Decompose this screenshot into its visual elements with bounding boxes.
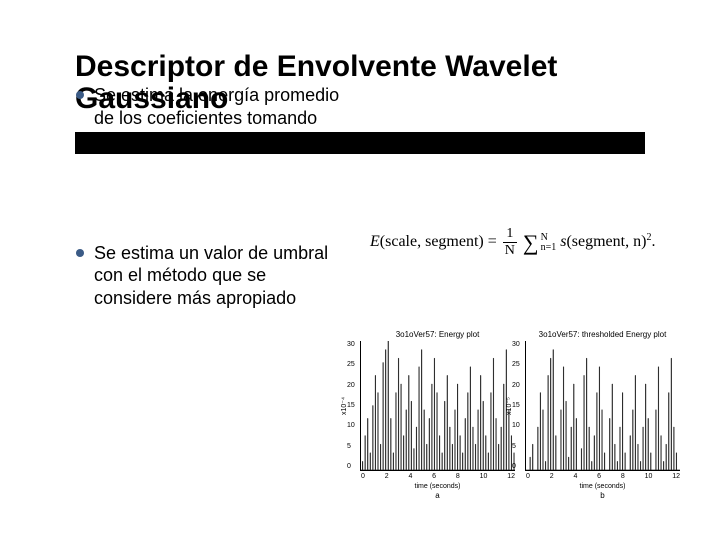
chart-right-plot: x10⁻⁵ 302520151050 024681012 — [525, 341, 680, 471]
chart-right-svg — [526, 341, 680, 470]
bullet-icon — [76, 249, 84, 257]
chart-left-plot: x10⁻⁴ 302520151050 024681012 — [360, 341, 515, 471]
slide-title-line1: Descriptor de Envolvente Wavelet — [75, 50, 660, 83]
formula-lhs-func: E — [370, 233, 380, 250]
chart-right-sublabel: b — [525, 491, 680, 500]
chart-left-yticks: 302520151050 — [347, 341, 355, 470]
chart-left-xlabel: time (seconds) — [360, 483, 515, 490]
sigma-icon: ∑ — [523, 230, 539, 256]
formula-rhs-args: (segment, n) — [566, 233, 646, 250]
formula-frac-num: 1 — [503, 226, 517, 243]
chart-left-sublabel: a — [360, 491, 515, 500]
chart-right-xlabel: time (seconds) — [525, 483, 680, 490]
bullet-icon — [76, 91, 84, 99]
formula-lhs-args: (scale, segment) — [380, 233, 484, 250]
chart-left-svg — [361, 341, 515, 470]
formula-tail: . — [651, 233, 655, 250]
chart-left-title: 3o1oVer57: Energy plot — [360, 330, 515, 339]
chart-right-xticks: 024681012 — [526, 473, 680, 480]
bullet-text-1: Se estima la energía promedio de los coe… — [94, 84, 344, 152]
slide: Descriptor de Envolvente Wavelet Gaussia… — [0, 0, 720, 540]
formula-frac-den: N — [503, 243, 517, 259]
chart-left: 3o1oVer57: Energy plot x10⁻⁴ 30252015105… — [360, 330, 515, 500]
formula-fraction: 1N — [503, 226, 517, 259]
list-item: Se estima la energía promedio de los coe… — [94, 84, 344, 152]
formula-sum-lower: n=1 — [541, 243, 557, 253]
energy-formula: E(scale, segment) = 1N ∑ Nn=1 s(segment,… — [370, 226, 660, 259]
bullet-list: Se estima la energía promedio de los coe… — [94, 84, 344, 337]
formula-limits: Nn=1 — [541, 233, 557, 253]
list-item: Se estima un valor de umbral con el méto… — [94, 242, 344, 310]
chart-left-xticks: 024681012 — [361, 473, 515, 480]
chart-right-yticks: 302520151050 — [512, 341, 520, 470]
chart-right: 3o1oVer57: thresholded Energy plot x10⁻⁵… — [525, 330, 680, 500]
bullet-text-2: Se estima un valor de umbral con el méto… — [94, 242, 344, 310]
charts-container: 3o1oVer57: Energy plot x10⁻⁴ 30252015105… — [360, 330, 680, 500]
chart-right-title: 3o1oVer57: thresholded Energy plot — [525, 330, 680, 339]
formula-eq: = — [484, 233, 501, 250]
formula-sum-upper: N — [541, 233, 557, 243]
